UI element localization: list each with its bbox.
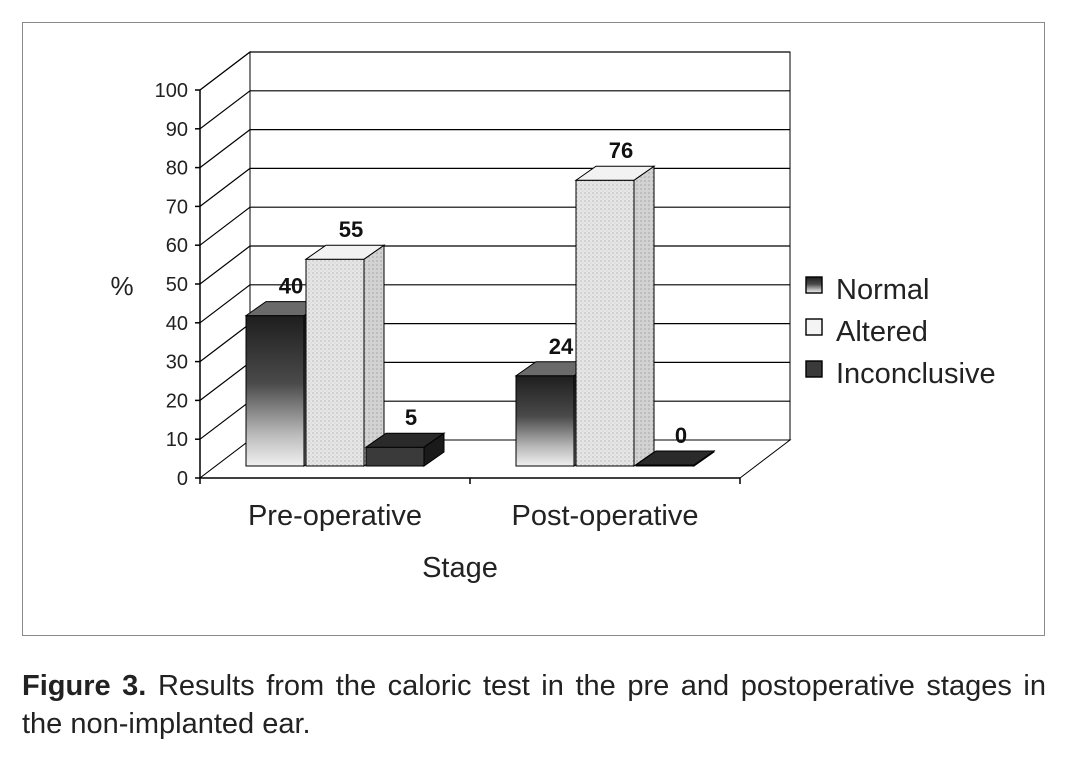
bar-side bbox=[633, 165, 655, 467]
legend-swatch bbox=[805, 360, 823, 378]
data-label: 0 bbox=[675, 423, 687, 448]
legend-label: Altered bbox=[836, 316, 928, 348]
x-tick-label: Post-operative bbox=[512, 500, 699, 532]
bar-top bbox=[634, 450, 716, 466]
gridline bbox=[199, 90, 790, 130]
bar-top bbox=[574, 165, 656, 181]
legend-swatch bbox=[805, 318, 823, 336]
bar bbox=[515, 375, 575, 467]
bar-top bbox=[304, 244, 386, 260]
gridline bbox=[199, 129, 790, 169]
legend-swatch bbox=[805, 276, 823, 294]
y-tick-label: 70 bbox=[166, 196, 188, 218]
data-label: 55 bbox=[339, 217, 363, 242]
data-label: 40 bbox=[279, 274, 303, 299]
y-tick-label: 30 bbox=[166, 352, 188, 374]
x-axis-label: Stage bbox=[422, 552, 498, 584]
x-tick-label: Pre-operative bbox=[248, 500, 422, 532]
y-tick-label: 10 bbox=[166, 429, 188, 451]
caption-text: Results from the caloric test in the pre… bbox=[22, 670, 1047, 740]
y-tick-label: 80 bbox=[166, 158, 188, 180]
y-tick-label: 100 bbox=[155, 80, 188, 102]
y-tick-label: 60 bbox=[166, 235, 188, 257]
y-tick-label: 50 bbox=[166, 274, 188, 296]
y-tick-label: 0 bbox=[177, 468, 188, 490]
bars bbox=[244, 165, 716, 467]
bar bbox=[305, 258, 365, 467]
y-tick-label: 90 bbox=[166, 119, 188, 141]
bar bbox=[245, 315, 305, 467]
caption-label: Figure 3. bbox=[22, 670, 147, 702]
bar-top bbox=[364, 432, 446, 448]
y-axis-label: % bbox=[110, 271, 133, 301]
bar bbox=[575, 179, 635, 467]
figure-caption: Figure 3. Results from the caloric test … bbox=[22, 667, 1046, 743]
y-tick-label: 20 bbox=[166, 390, 188, 412]
data-label: 76 bbox=[609, 138, 633, 163]
data-label: 24 bbox=[549, 334, 574, 359]
data-label: 5 bbox=[405, 405, 417, 430]
y-tick-label: 40 bbox=[166, 313, 188, 335]
bar-side bbox=[363, 244, 385, 467]
legend-label: Normal bbox=[836, 274, 929, 306]
gridline bbox=[199, 51, 790, 91]
legend: Normal Altered Inconclusive bbox=[805, 274, 996, 390]
legend-label: Inconclusive bbox=[836, 358, 996, 390]
bar bbox=[365, 446, 425, 467]
